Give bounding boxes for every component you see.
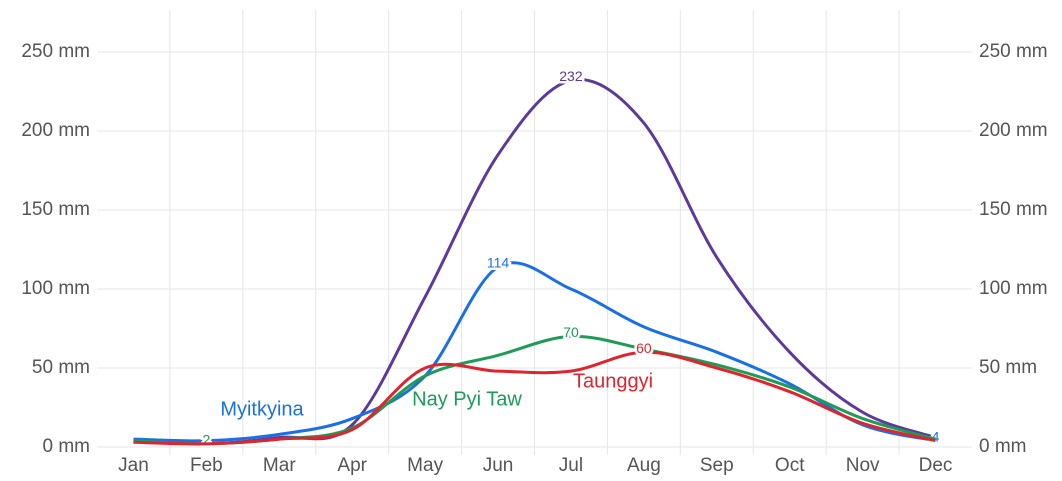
y-tick-label: 100 mm <box>21 278 90 299</box>
data-label: 4 <box>932 428 940 444</box>
y-tick-label: 250 mm <box>21 41 90 62</box>
series-name: Taunggyi <box>573 370 653 392</box>
data-label: 70 <box>563 324 579 340</box>
y-tick-label: 150 mm <box>21 199 90 220</box>
y-tick-label: 200 mm <box>21 120 90 141</box>
data-label: 114 <box>487 255 510 271</box>
x-tick-label: Apr <box>337 455 367 476</box>
x-tick-label: Jan <box>118 455 149 476</box>
y-tick-label: 50 mm <box>32 357 90 378</box>
x-tick-label: Mar <box>263 455 296 476</box>
x-tick-label: Sep <box>700 455 734 476</box>
y2-tick-label: 200 mm <box>979 120 1048 141</box>
data-label: 232 <box>559 68 583 84</box>
series-name: Myitkyina <box>220 398 304 420</box>
data-label: 60 <box>636 340 652 356</box>
y2-tick-label: 0 mm <box>979 436 1027 457</box>
y-tick-label: 0 mm <box>43 436 91 457</box>
series-name: Nay Pyi Taw <box>412 388 522 410</box>
x-tick-label: Nov <box>846 455 880 476</box>
series-line <box>133 350 936 446</box>
x-tick-label: Jun <box>483 455 514 476</box>
x-tick-label: Oct <box>775 455 805 476</box>
x-tick-label: Dec <box>919 455 953 476</box>
x-tick-label: Jul <box>559 455 583 476</box>
y2-tick-label: 250 mm <box>979 41 1048 62</box>
y2-tick-label: 50 mm <box>979 357 1037 378</box>
y2-tick-label: 100 mm <box>979 278 1048 299</box>
x-tick-label: Feb <box>190 455 223 476</box>
y2-tick-label: 150 mm <box>979 199 1048 220</box>
x-tick-label: Aug <box>627 455 661 476</box>
series-line <box>133 261 936 443</box>
x-tick-label: May <box>407 455 443 476</box>
